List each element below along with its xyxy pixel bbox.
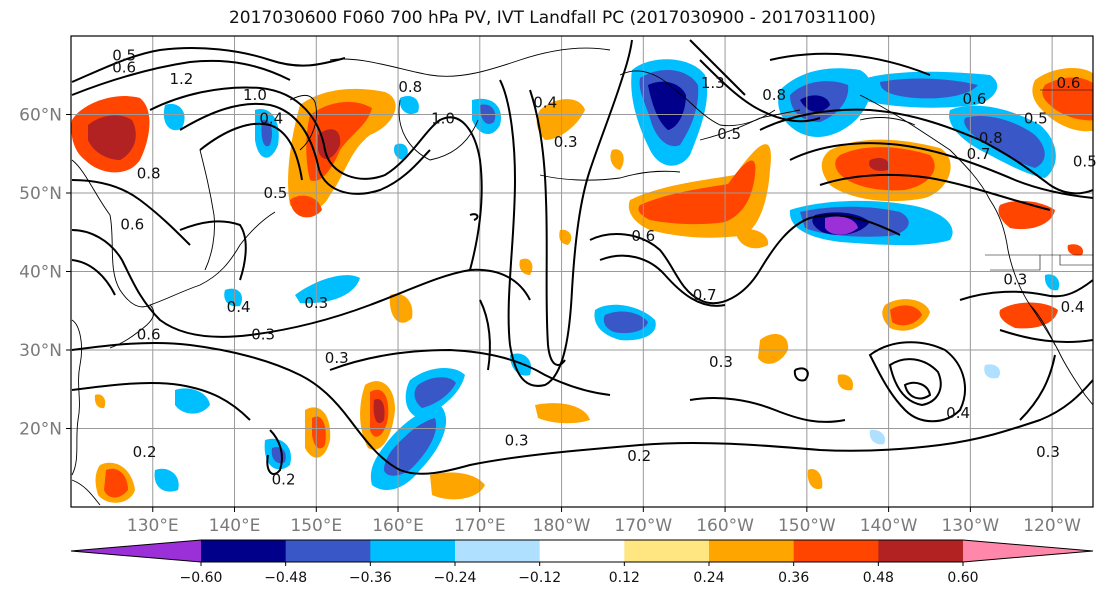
colorbar: −0.60 −0.48 −0.36 −0.24 −0.12 0.12 0.24 0.36 0.4… <box>70 539 1094 586</box>
contour-label: 0.4 <box>259 109 283 127</box>
colorbar-swatch <box>455 540 541 562</box>
contour-label: 1.2 <box>169 70 193 88</box>
contour-label: 0.7 <box>693 286 717 304</box>
colorbar-swatch <box>201 540 287 562</box>
colorbar-swatch <box>370 540 456 562</box>
contour-label: 0.2 <box>272 471 296 489</box>
lon-tick-label: 160°W <box>696 516 754 536</box>
borders <box>985 89 1093 271</box>
colorbar-swatch <box>709 540 795 562</box>
contour-label: 0.5 <box>1024 109 1048 127</box>
contour-label: 0.5 <box>717 125 741 143</box>
lon-tick-label: 150°W <box>778 516 836 536</box>
lon-tick-label: 130°W <box>941 516 999 536</box>
contour-label: 1.0 <box>431 109 455 127</box>
contour-label: 0.7 <box>967 145 991 163</box>
contour-label: 1.0 <box>243 86 267 104</box>
lon-tick-label: 150°E <box>290 516 342 536</box>
lon-tick-label: 170°W <box>614 516 672 536</box>
contour-label: 0.6 <box>137 325 161 343</box>
colorbar-swatch <box>539 540 625 562</box>
contour-label: 0.3 <box>505 431 529 449</box>
lon-tick-label: 160°E <box>372 516 424 536</box>
colorbar-swatch <box>285 540 371 562</box>
lat-tick-label: 50°N <box>19 184 62 204</box>
lon-tick-label: 140°W <box>860 516 918 536</box>
pv-contours <box>71 39 1093 475</box>
colorbar-tick-label: 0.36 <box>778 570 809 586</box>
lon-tick-label: 180°W <box>533 516 591 536</box>
lat-tick-label: 60°N <box>19 106 62 126</box>
colorbar-tick-label: 0.60 <box>947 570 978 586</box>
contour-label: 0.5 <box>112 47 136 65</box>
graticule <box>71 36 1093 507</box>
contour-label: 0.3 <box>1036 443 1060 461</box>
colorbar-tick-label: −0.60 <box>180 570 223 586</box>
colorbar-swatch <box>624 540 710 562</box>
colorbar-tick-label: −0.24 <box>434 570 477 586</box>
contour-label: 0.6 <box>1057 74 1081 92</box>
lon-axis: 130°E 140°E 150°E 160°E 170°E 180°W 170°W 160°W… <box>127 507 1081 536</box>
contour-label: 0.3 <box>709 353 733 371</box>
colorbar-tick-label: −0.36 <box>349 570 392 586</box>
contour-label: 0.3 <box>325 349 349 367</box>
contour-label: 0.3 <box>304 294 328 312</box>
contour-label: 0.3 <box>251 325 275 343</box>
contour-label: 0.2 <box>133 443 157 461</box>
contour-label: 0.8 <box>137 164 161 182</box>
lon-tick-label: 130°E <box>127 516 179 536</box>
contour-label: 0.5 <box>263 184 287 202</box>
colorbar-swatch <box>878 540 964 562</box>
contour-label: 0.4 <box>227 298 251 316</box>
colorbar-extend-low <box>71 540 201 562</box>
contour-labels: 0.50.61.21.00.40.80.50.60.81.00.40.30.60… <box>112 47 1097 489</box>
contour-label: 0.8 <box>762 86 786 104</box>
contour-label: 0.5 <box>1073 153 1097 171</box>
contour-label: 0.6 <box>120 215 144 233</box>
lon-tick-label: 140°E <box>209 516 261 536</box>
colorbar-swatch <box>793 540 879 562</box>
contour-label: 1.3 <box>701 74 725 92</box>
plot-title: 2017030600 F060 700 hPa PV, IVT Landfall… <box>228 8 876 28</box>
lat-tick-label: 20°N <box>19 420 62 440</box>
lon-tick-label: 120°W <box>1023 516 1081 536</box>
colorbar-extend-high <box>963 540 1093 562</box>
contour-label: 0.4 <box>1061 298 1085 316</box>
colorbar-tick-label: 0.48 <box>863 570 894 586</box>
lat-tick-label: 30°N <box>19 341 62 361</box>
contour-label: 0.8 <box>979 129 1003 147</box>
lon-tick-label: 170°E <box>454 516 506 536</box>
colorbar-tick-label: 0.12 <box>609 570 640 586</box>
contour-label: 0.6 <box>631 227 655 245</box>
lat-tick-label: 40°N <box>19 263 62 283</box>
lat-axis: 60°N 50°N 40°N 30°N 20°N <box>19 106 71 440</box>
contour-label: 0.6 <box>112 58 136 76</box>
contour-label: 0.3 <box>554 133 578 151</box>
contour-label: 0.4 <box>946 404 970 422</box>
contour-label: 0.3 <box>1003 270 1027 288</box>
colorbar-tick-label: 0.24 <box>693 570 724 586</box>
colorbar-tick-label: −0.12 <box>518 570 561 586</box>
contour-label: 0.2 <box>627 447 651 465</box>
contour-label: 0.4 <box>533 94 557 112</box>
contour-label: 0.6 <box>963 90 987 108</box>
map-content <box>71 36 1093 507</box>
colorbar-tick-label: −0.48 <box>264 570 307 586</box>
contour-label: 0.8 <box>398 78 422 96</box>
